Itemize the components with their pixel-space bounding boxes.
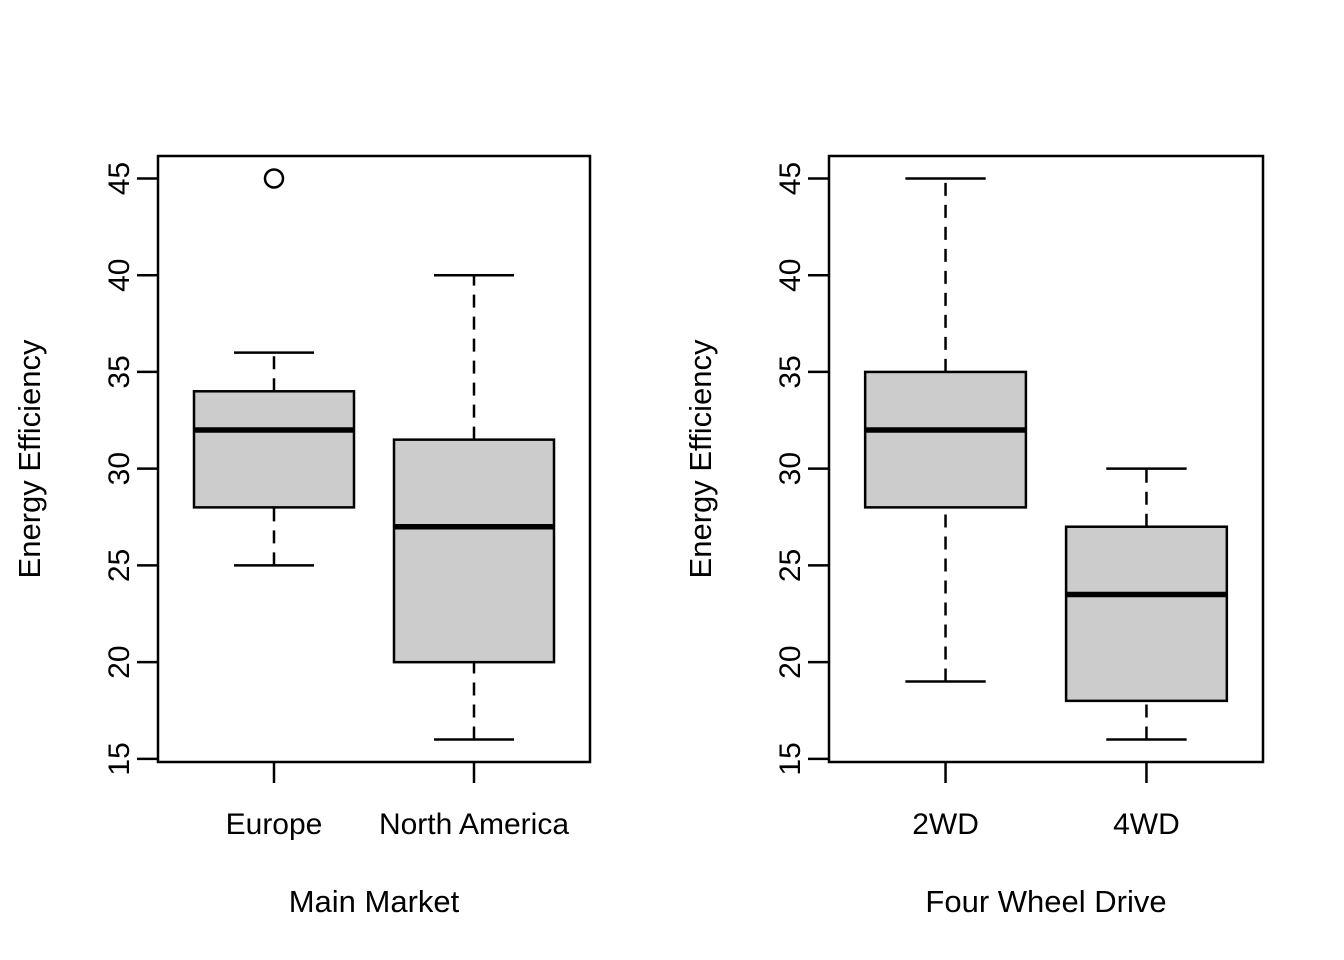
outlier-point bbox=[263, 168, 285, 189]
iqr-box bbox=[863, 370, 1028, 509]
y-tick-label: 35 bbox=[103, 355, 136, 388]
y-tick-label: 30 bbox=[103, 452, 136, 485]
y-tick-label: 25 bbox=[774, 549, 807, 582]
plot-frame bbox=[827, 154, 1265, 764]
x-category-label: 4WD bbox=[1113, 808, 1180, 841]
x-category-label: 2WD bbox=[912, 808, 979, 841]
right-x-axis-title: Four Wheel Drive bbox=[925, 884, 1166, 919]
y-tick-label: 25 bbox=[103, 549, 136, 582]
right-y-axis-title: Energy Efficiency bbox=[683, 339, 718, 578]
y-tick-label: 40 bbox=[103, 259, 136, 292]
y-tick-label: 15 bbox=[103, 742, 136, 775]
y-tick-label: 35 bbox=[774, 355, 807, 388]
iqr-box bbox=[392, 438, 556, 664]
plot-frame bbox=[156, 154, 592, 764]
y-tick-label: 15 bbox=[774, 742, 807, 775]
panel-main-market: 15 20 25 30 35 40 45 Europe North America bbox=[103, 154, 592, 841]
left-x-axis-title: Main Market bbox=[289, 884, 460, 919]
y-tick-label: 40 bbox=[774, 259, 807, 292]
y-tick-label: 30 bbox=[774, 452, 807, 485]
y-tick-label: 20 bbox=[774, 645, 807, 678]
y-tick-label: 45 bbox=[103, 162, 136, 195]
iqr-box bbox=[1064, 525, 1229, 703]
x-category-label: Europe bbox=[226, 808, 323, 841]
iqr-box bbox=[192, 390, 356, 509]
panel-four-wheel-drive: 15 20 25 30 35 40 45 2WD 4WD bbox=[774, 154, 1265, 841]
y-tick-label: 20 bbox=[103, 645, 136, 678]
x-category-label: North America bbox=[379, 808, 569, 841]
left-y-axis-title: Energy Efficiency bbox=[12, 339, 47, 578]
y-tick-label: 45 bbox=[774, 162, 807, 195]
